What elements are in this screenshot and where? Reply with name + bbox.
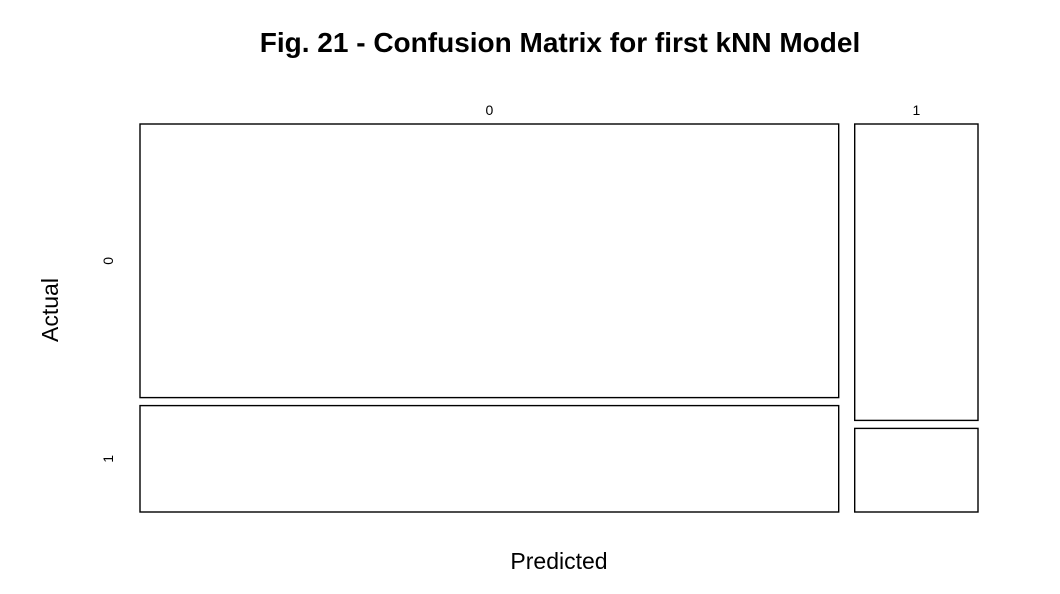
y-tick-label-1: 1	[100, 455, 116, 463]
y-tick-label-0: 0	[100, 257, 116, 265]
x-tick-label-0: 0	[485, 102, 493, 118]
chart-title: Fig. 21 - Confusion Matrix for first kNN…	[260, 27, 860, 58]
tile-predicted-0-actual-1	[139, 404, 840, 513]
x-axis-label: Predicted	[510, 548, 607, 574]
mosaic-tiles	[139, 123, 979, 513]
x-tick-label-1: 1	[912, 102, 920, 118]
y-axis-label: Actual	[37, 278, 63, 342]
tile-predicted-1-actual-0	[854, 123, 979, 422]
tick-labels: 0 1 0 1	[100, 102, 920, 463]
tile-predicted-1-actual-1	[854, 427, 979, 513]
tile-predicted-0-actual-0	[139, 123, 840, 399]
